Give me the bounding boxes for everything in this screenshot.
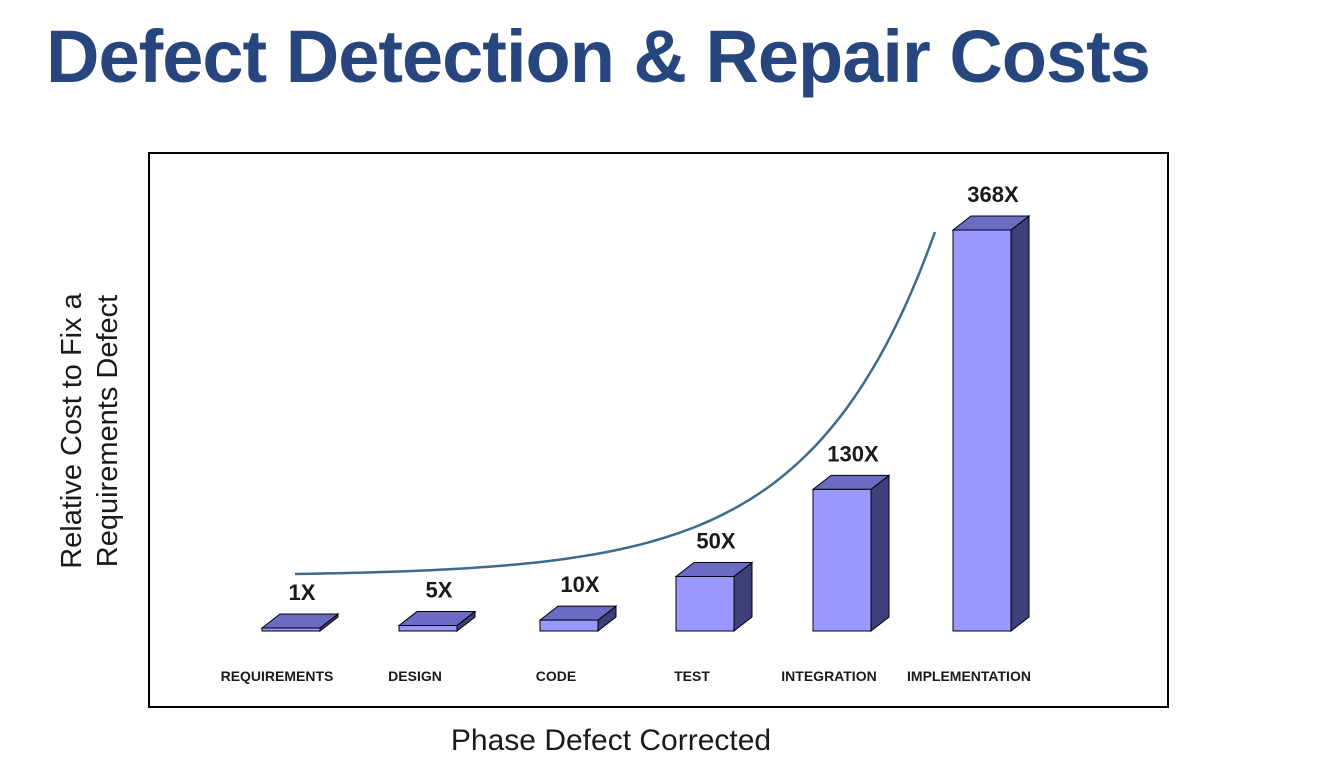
value-label: 368X xyxy=(967,182,1019,207)
value-label: 130X xyxy=(827,441,879,466)
category-label: CODE xyxy=(536,668,576,684)
category-label: DESIGN xyxy=(388,668,442,684)
category-label: TEST xyxy=(674,668,710,684)
bar-front-face xyxy=(398,625,458,632)
value-label: 1X xyxy=(289,580,316,605)
category-label: INTEGRATION xyxy=(781,668,876,684)
bar-test xyxy=(674,561,754,633)
bar-side-face xyxy=(870,474,890,633)
bars-group xyxy=(260,214,1031,633)
bar-implementation xyxy=(951,214,1031,633)
bar-front-face xyxy=(675,576,735,632)
value-label: 5X xyxy=(426,578,453,603)
category-labels-group: REQUIREMENTS DESIGN CODE TEST INTEGRATION IMP… xyxy=(221,668,1031,684)
value-label: 10X xyxy=(560,572,599,597)
x-axis-label: Phase Defect Corrected xyxy=(450,724,772,757)
bar-front-face xyxy=(261,627,321,632)
bar-design xyxy=(397,610,477,633)
value-labels-group: 1X 5X 10X 50X 130X 368X xyxy=(289,182,1019,605)
bar-front-face xyxy=(812,488,872,632)
bar-integration xyxy=(811,474,891,633)
bar-front-face xyxy=(539,619,599,632)
category-label: REQUIREMENTS xyxy=(221,668,334,684)
page-title: Defect Detection & Repair Costs xyxy=(46,15,1151,98)
bar-requirements xyxy=(260,612,340,633)
bar-front-face xyxy=(952,229,1012,632)
bar-code xyxy=(538,605,618,633)
trend-curve xyxy=(294,231,937,576)
bar-side-face xyxy=(1010,214,1030,633)
category-label: IMPLEMENTATION xyxy=(907,668,1031,684)
value-label: 50X xyxy=(696,529,735,554)
